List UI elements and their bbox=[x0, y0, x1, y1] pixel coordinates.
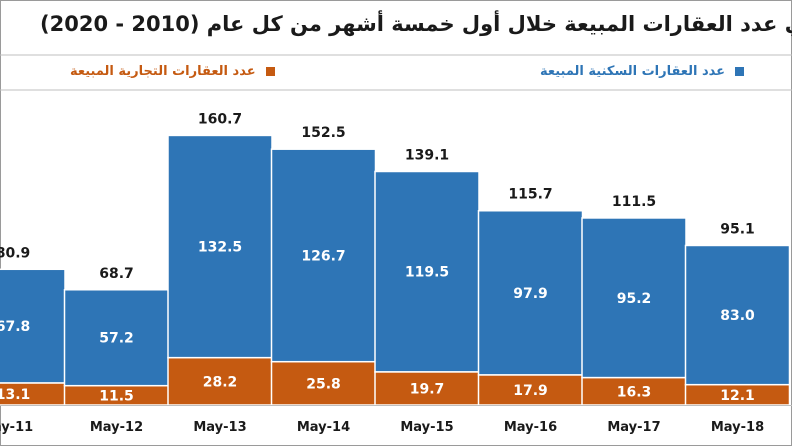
label-commercial-May-15: 19.7 bbox=[410, 381, 445, 397]
label-commercial-May-11: 13.1 bbox=[0, 387, 30, 403]
bar-residential-May-16 bbox=[477, 209, 584, 376]
label-residential-May-13: 132.5 bbox=[198, 240, 242, 256]
legend-residential: عدد العقارات السكنية المبيعة bbox=[540, 64, 745, 79]
bar-commercial-May-14 bbox=[270, 360, 377, 406]
label-commercial-May-16: 17.9 bbox=[513, 383, 548, 399]
label-residential-May-16: 97.9 bbox=[513, 286, 548, 302]
tick-label-May-14: May-14 bbox=[297, 420, 350, 435]
label-total-May-12: 68.7 bbox=[99, 266, 134, 282]
legend-residential-label: عدد العقارات السكنية المبيعة bbox=[540, 64, 726, 79]
tick-label-May-11: ay-11 bbox=[0, 420, 33, 435]
tick-label-May-12: May-12 bbox=[90, 420, 143, 435]
bar-residential-May-15 bbox=[374, 170, 480, 373]
tick-label-May-13: May-13 bbox=[193, 420, 246, 435]
bar-residential-May-17 bbox=[581, 217, 687, 379]
bar-residential-May-12 bbox=[63, 289, 170, 387]
legend-commercial: عدد العقارات التجارية المبيعة bbox=[70, 64, 275, 79]
label-total-May-17: 111.5 bbox=[612, 194, 656, 210]
label-residential-May-12: 57.2 bbox=[99, 331, 134, 347]
label-residential-May-11: 67.8 bbox=[0, 319, 30, 335]
label-residential-May-17: 95.2 bbox=[617, 291, 652, 307]
tick-label-May-17: May-17 bbox=[607, 420, 660, 435]
tick-label-May-16: May-16 bbox=[504, 420, 557, 435]
bar-residential-May-18 bbox=[684, 244, 791, 386]
bar-commercial-May-16 bbox=[477, 374, 584, 406]
label-commercial-May-14: 25.8 bbox=[306, 376, 341, 392]
label-total-May-18: 95.1 bbox=[720, 221, 755, 237]
bar-residential-May-14 bbox=[270, 148, 377, 363]
tick-label-May-18: May-18 bbox=[711, 420, 764, 435]
label-total-May-13: 160.7 bbox=[198, 111, 242, 127]
label-total-May-11: 80.9 bbox=[0, 245, 30, 261]
legend-residential-swatch bbox=[735, 67, 745, 76]
label-residential-May-15: 119.5 bbox=[405, 265, 449, 281]
legend-commercial-label: عدد العقارات التجارية المبيعة bbox=[70, 64, 256, 79]
label-residential-May-14: 126.7 bbox=[301, 248, 345, 264]
label-commercial-May-18: 12.1 bbox=[720, 388, 755, 404]
label-commercial-May-12: 11.5 bbox=[99, 388, 134, 404]
label-commercial-May-17: 16.3 bbox=[617, 384, 652, 400]
bar-commercial-May-17 bbox=[581, 376, 687, 406]
label-total-May-14: 152.5 bbox=[301, 125, 345, 141]
label-residential-May-18: 83.0 bbox=[720, 308, 755, 324]
label-total-May-15: 139.1 bbox=[405, 147, 449, 163]
legend-commercial-swatch bbox=[265, 67, 275, 76]
label-commercial-May-13: 28.2 bbox=[203, 374, 238, 390]
tick-label-May-15: May-15 bbox=[400, 420, 453, 435]
label-total-May-16: 115.7 bbox=[508, 187, 552, 203]
chart-title: ي عدد العقارات المبيعة خلال أول خمسة أشه… bbox=[40, 12, 792, 36]
